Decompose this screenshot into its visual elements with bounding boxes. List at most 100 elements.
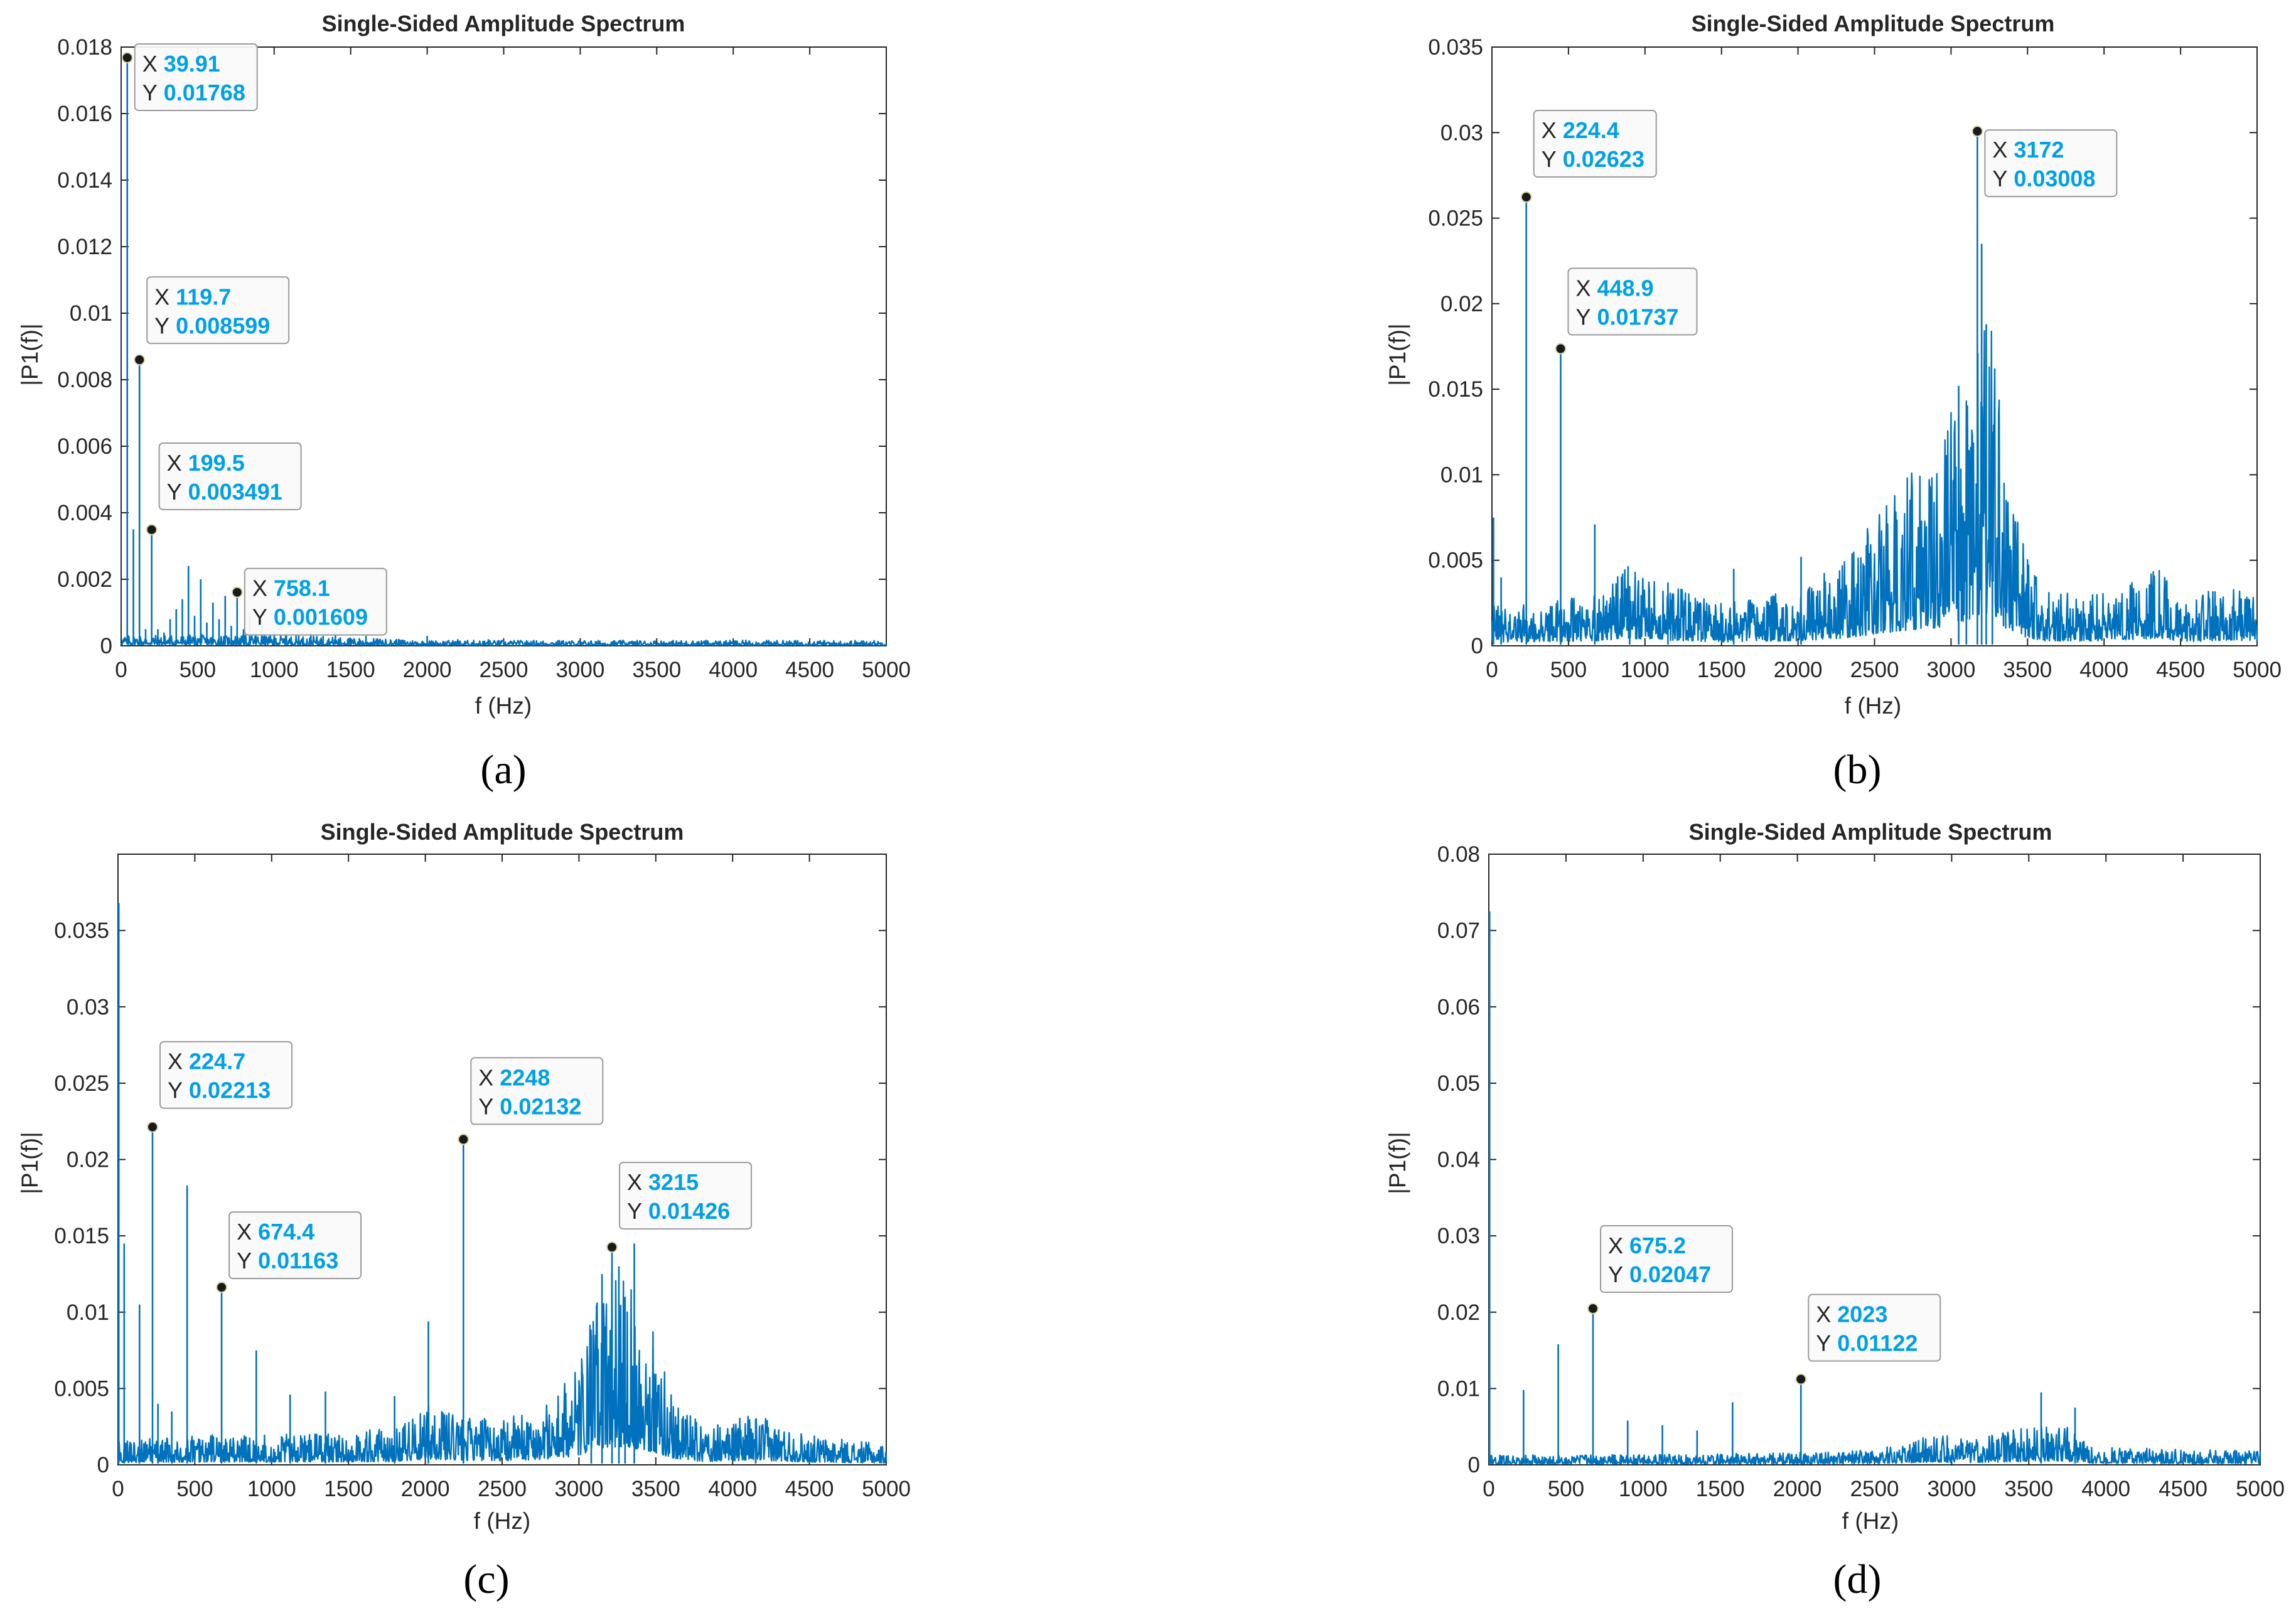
datatip-y-value: 0.003491 xyxy=(188,479,282,505)
x-tick-label: 1000 xyxy=(1621,658,1670,682)
datatip-marker[interactable] xyxy=(216,1282,228,1294)
datatip-y-value: 0.03008 xyxy=(2014,166,2095,191)
chart-title: Single-Sided Amplitude Spectrum xyxy=(322,11,685,36)
x-tick-label: 4500 xyxy=(785,658,834,682)
spectrum-line xyxy=(1491,330,2258,643)
datatip[interactable]: X 199.5Y 0.003491 xyxy=(158,442,302,510)
datatip[interactable]: X 224.7Y 0.02213 xyxy=(159,1041,293,1109)
datatip[interactable]: X 2248 Y 0.02132 xyxy=(470,1057,604,1125)
x-tick-label: 2500 xyxy=(1850,1477,1899,1501)
x-tick-label: 0 xyxy=(112,1477,124,1501)
y-tick-label: 0.02 xyxy=(1440,292,1483,316)
datatip-x-value: 2248 xyxy=(500,1064,550,1090)
datatip-x-key: X xyxy=(154,284,169,309)
y-tick-label: 0.004 xyxy=(57,501,112,525)
spectrum-line xyxy=(1488,1426,2261,1465)
x-tick-label: 500 xyxy=(176,1477,213,1501)
datatip[interactable]: X 119.7 Y 0.008599 xyxy=(146,276,290,345)
x-tick-label: 500 xyxy=(1548,1477,1584,1501)
x-tick-label: 2500 xyxy=(1850,658,1899,682)
datatip[interactable]: X 674.4Y 0.01163 xyxy=(228,1211,362,1280)
y-tick-label: 0.015 xyxy=(1428,377,1483,402)
y-tick-label: 0.03 xyxy=(67,995,109,1019)
datatip-x-value: 758.1 xyxy=(274,576,330,601)
chart-title: Single-Sided Amplitude Spectrum xyxy=(1692,11,2055,36)
y-tick-label: 0.005 xyxy=(1428,549,1483,573)
datatip-y-value: 0.02132 xyxy=(500,1093,581,1119)
y-tick-label: 0.07 xyxy=(1437,919,1480,943)
x-tick-label: 4500 xyxy=(2159,1477,2207,1501)
datatip-y-value: 0.01122 xyxy=(1837,1331,1918,1356)
datatip-marker[interactable] xyxy=(231,586,243,598)
datatip-marker[interactable] xyxy=(1971,126,1983,137)
datatip-y-key: Y xyxy=(168,1078,183,1103)
datatip-box xyxy=(158,442,302,510)
datatip-x-value: 3172 xyxy=(2014,137,2064,163)
datatip-marker[interactable] xyxy=(1555,343,1567,355)
y-tick-label: 0.015 xyxy=(54,1224,109,1248)
chart-a: Single-Sided Amplitude Spectrum f (Hz) |… xyxy=(17,11,911,793)
panel-caption: (b) xyxy=(1833,747,1882,793)
datatip[interactable]: X 39.91Y 0.01768 xyxy=(134,43,258,111)
x-tick-label: 3500 xyxy=(2003,658,2052,682)
datatip-marker[interactable] xyxy=(1587,1303,1599,1315)
datatip-x-key: X xyxy=(627,1169,642,1195)
datatip-x-key: X xyxy=(1608,1233,1623,1258)
y-tick-label: 0.012 xyxy=(57,235,112,259)
y-tick-label: 0.01 xyxy=(1437,1376,1480,1401)
plot-area xyxy=(1488,854,2261,1465)
x-tick-label: 5000 xyxy=(862,1477,911,1501)
datatip-y-value: 0.001609 xyxy=(274,604,368,630)
x-tick-label: 4000 xyxy=(2079,658,2128,682)
datatip-marker[interactable] xyxy=(146,523,158,535)
datatip-marker[interactable] xyxy=(1520,191,1532,203)
datatip-y-value: 0.01163 xyxy=(258,1248,338,1273)
datatip-x-key: X xyxy=(1816,1302,1831,1327)
y-axis-label: |P1(f)| xyxy=(1385,323,1410,385)
x-axis-label: f (Hz) xyxy=(1842,1508,1899,1534)
x-tick-label: 3500 xyxy=(2004,1477,2053,1501)
x-tick-label: 1500 xyxy=(326,658,375,682)
datatip-marker[interactable] xyxy=(134,354,146,366)
datatip-x-value: 39.91 xyxy=(164,51,220,77)
datatip-x-value: 119.7 xyxy=(176,284,231,309)
datatip[interactable]: X 3172 Y 0.03008 xyxy=(1984,129,2118,198)
x-tick-label: 2500 xyxy=(480,658,528,682)
datatip-marker[interactable] xyxy=(1795,1373,1807,1385)
x-tick-label: 4000 xyxy=(2081,1477,2130,1501)
datatip-y-value: 0.01426 xyxy=(648,1198,730,1224)
datatip-marker[interactable] xyxy=(121,51,133,63)
datatip-marker[interactable] xyxy=(606,1241,618,1253)
x-tick-label: 4000 xyxy=(709,658,758,682)
datatip-y-value: 0.02047 xyxy=(1629,1261,1711,1287)
datatip-x-key: X xyxy=(1992,137,2007,163)
chart-panel-a: Single-Sided Amplitude Spectrum f (Hz) |… xyxy=(0,0,1148,812)
datatip-y-key: Y xyxy=(627,1198,642,1224)
datatip-marker[interactable] xyxy=(147,1121,159,1133)
y-tick-label: 0.005 xyxy=(54,1376,109,1401)
datatip[interactable]: X 224.4Y 0.02623 xyxy=(1533,110,1657,178)
datatip[interactable]: X 675.2Y 0.02047 xyxy=(1599,1225,1733,1294)
datatip-y-value: 0.01768 xyxy=(164,80,245,105)
datatip-box xyxy=(1567,267,1698,336)
panel-caption: (c) xyxy=(463,1556,509,1602)
x-tick-label: 500 xyxy=(1550,658,1587,682)
datatip[interactable]: X 448.9Y 0.01737 xyxy=(1567,267,1698,336)
x-tick-label: 1000 xyxy=(250,658,299,682)
datatip-y-key: Y xyxy=(167,479,182,505)
datatip-box xyxy=(134,43,258,111)
datatip-y-value: 0.01737 xyxy=(1597,304,1678,330)
datatip-y-key: Y xyxy=(237,1248,252,1273)
y-tick-label: 0.008 xyxy=(57,368,112,392)
x-tick-label: 500 xyxy=(180,658,216,682)
datatip-y-key: Y xyxy=(252,604,267,630)
x-axis-label: f (Hz) xyxy=(474,1508,530,1534)
datatip-y-key: Y xyxy=(1542,146,1557,172)
x-tick-label: 4500 xyxy=(2156,658,2205,682)
datatip-box xyxy=(228,1211,362,1280)
datatip[interactable]: X 758.1 Y 0.001609 xyxy=(244,567,387,636)
datatip-marker[interactable] xyxy=(458,1133,469,1145)
y-axis-label: |P1(f)| xyxy=(17,323,43,385)
